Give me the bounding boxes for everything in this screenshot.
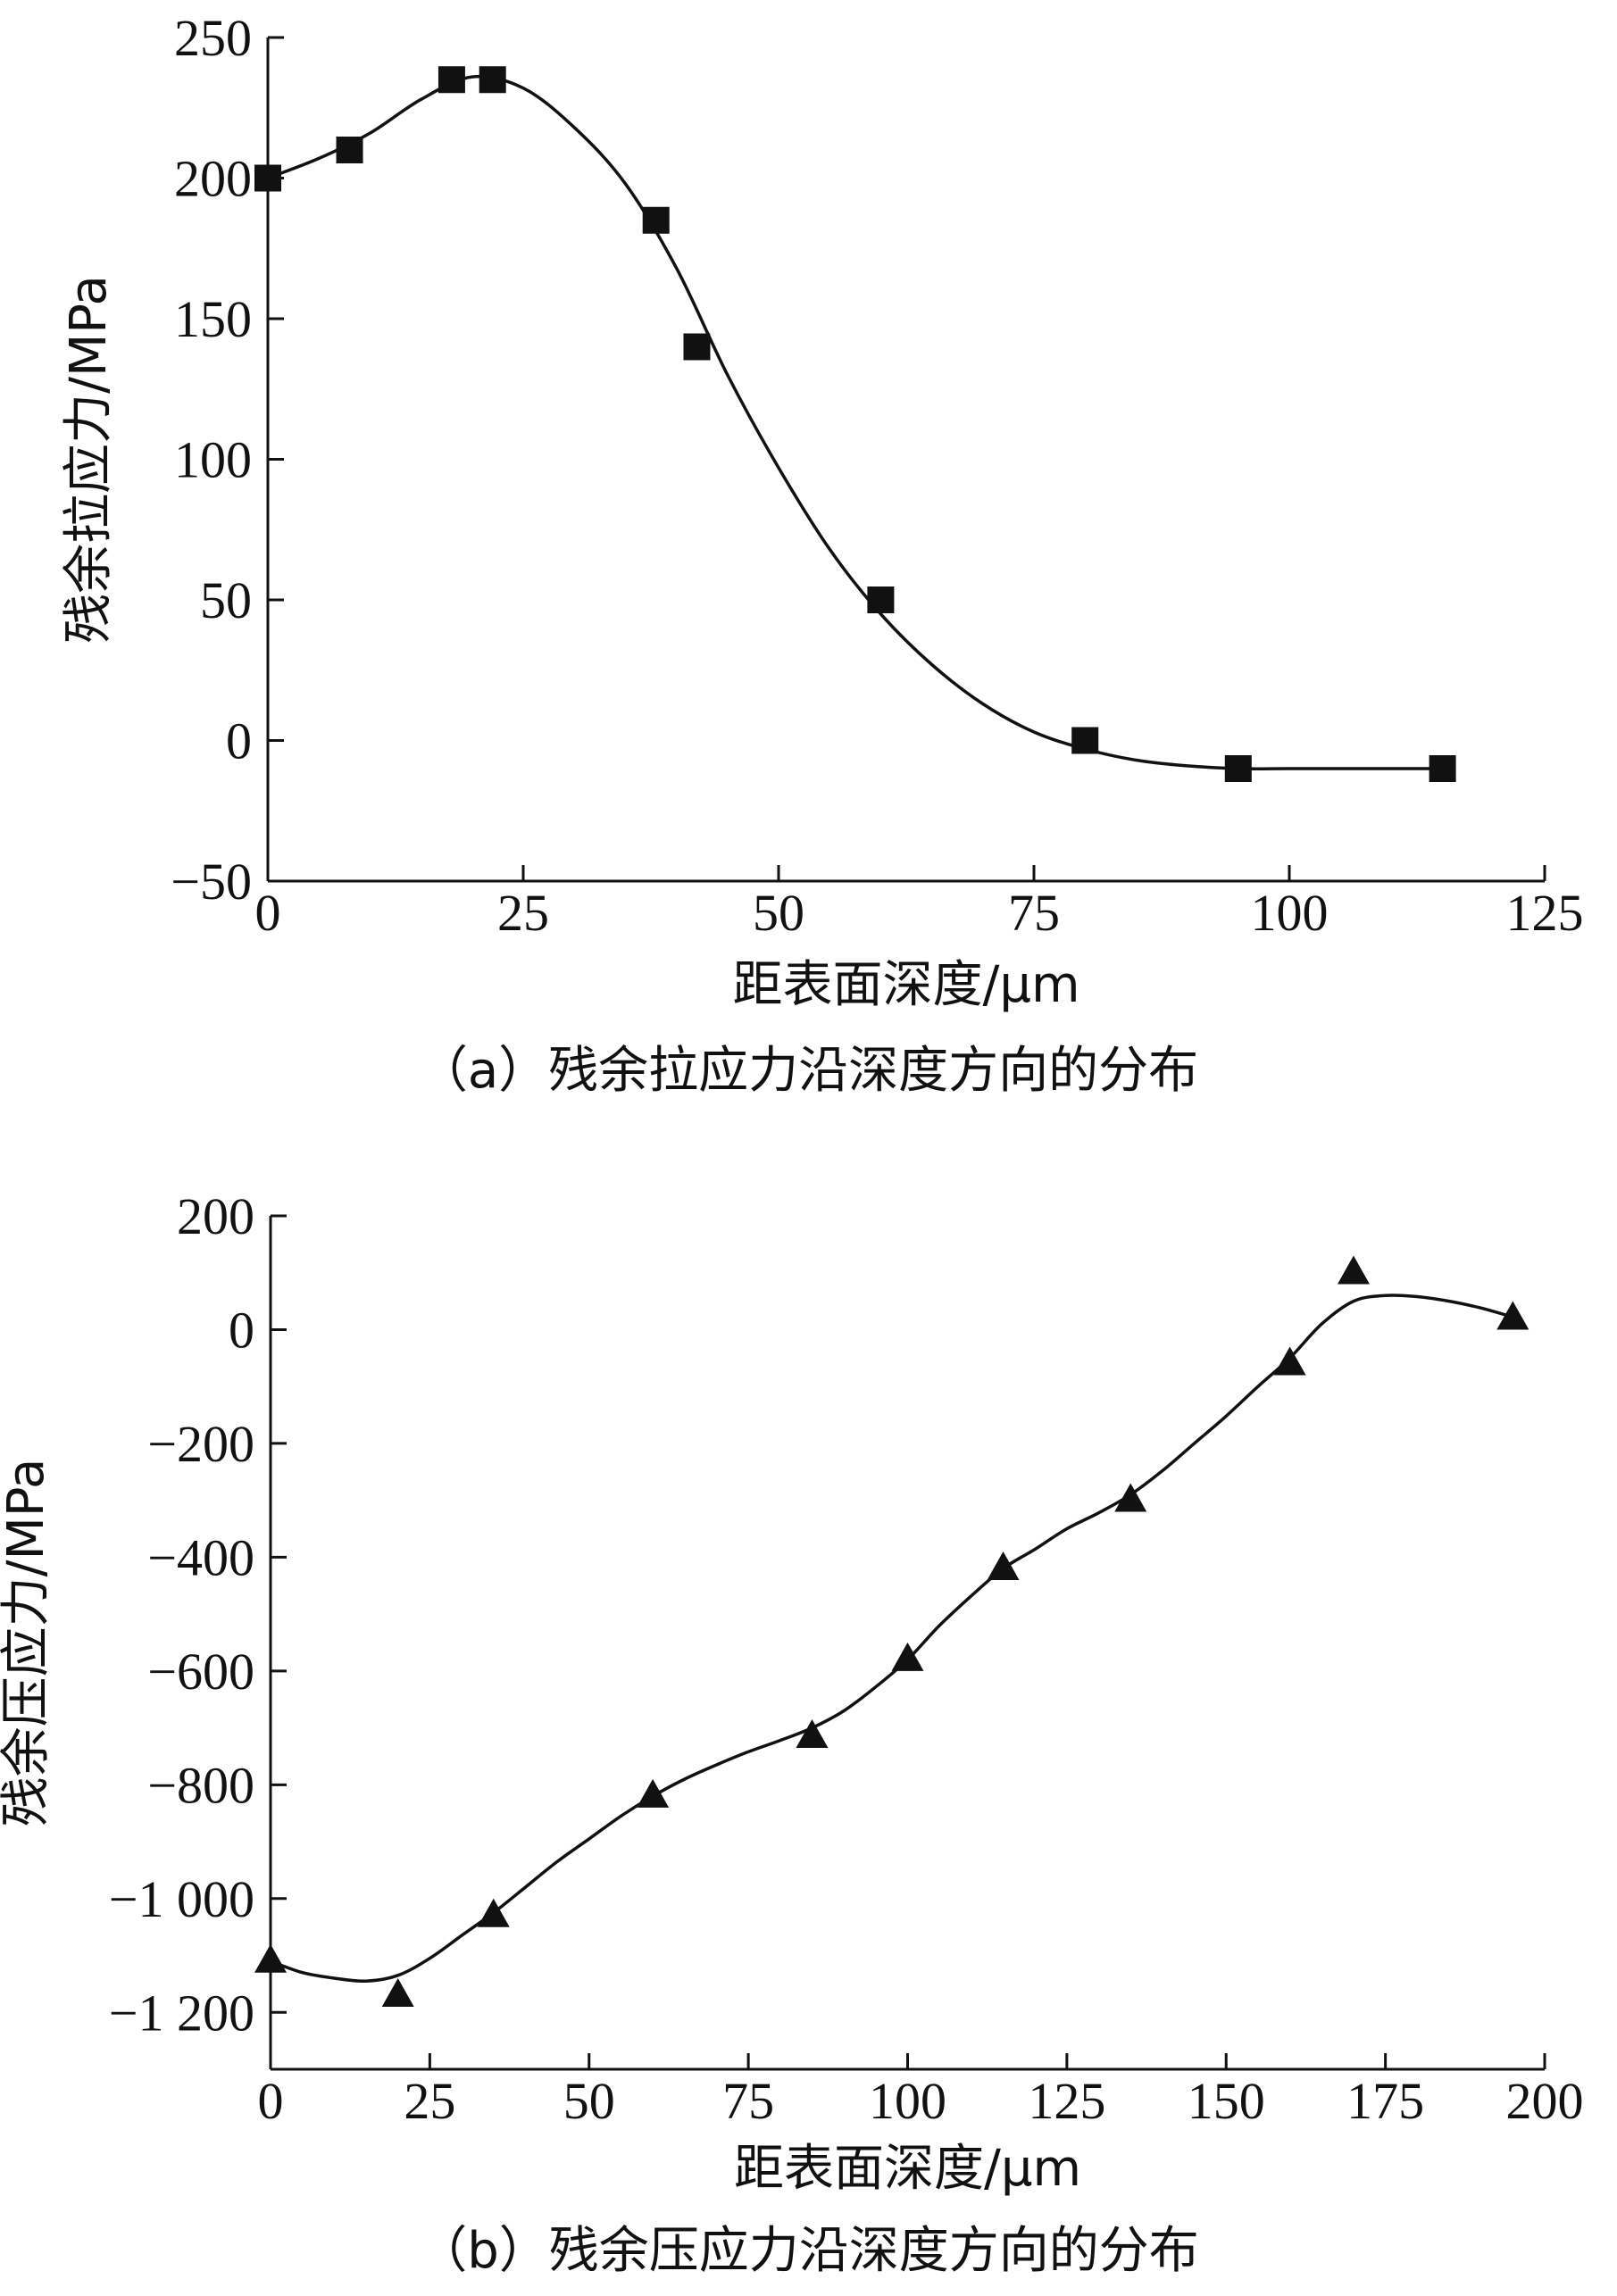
chart-b-x-tick-label: 200 (1506, 2072, 1584, 2130)
chart-a-y-tick-label: 250 (174, 9, 252, 67)
chart-b-y-tick-label: −1 000 (109, 1870, 254, 1928)
chart-a-caption: （a）残余拉应力沿深度方向的分布 (418, 1042, 1198, 1100)
chart-a-y-axis-title: 残余拉应力/MPa (60, 275, 118, 644)
chart-b-data-point (1273, 1346, 1306, 1376)
chart-a-fit-curve (267, 74, 1443, 770)
chart-b-data-point (891, 1642, 924, 1671)
chart-b-fit-curve (270, 1294, 1513, 1984)
chart-b-data-point (1114, 1483, 1147, 1512)
chart-b-y-tick-label: 200 (177, 1187, 254, 1245)
chart-b-y-tick-label: 0 (229, 1301, 254, 1359)
chart-b-x-tick-label: 125 (1028, 2072, 1105, 2130)
chart-a-x-tick-label: 50 (753, 884, 804, 942)
chart-b-y-tick-label: −800 (147, 1756, 254, 1814)
chart-b-data-point (477, 1898, 510, 1927)
chart-a-x-tick-label: 0 (255, 884, 281, 942)
chart-b-data-point (381, 1977, 414, 2007)
chart-b-x-tick-label: 25 (404, 2072, 455, 2130)
chart-b-data-point (254, 1943, 287, 1973)
chart-b-y-axis-title: 残余压应力/MPa (0, 1459, 55, 1827)
chart-a-y-tick-label: −50 (171, 853, 252, 911)
chart-b-x-tick-label: 75 (722, 2072, 774, 2130)
chart-a-y-tick-label: 200 (174, 150, 252, 208)
chart-b-data-point (987, 1551, 1020, 1580)
chart-a-y-tick-label: 50 (200, 571, 252, 629)
chart-b-y-tick-label: −600 (147, 1643, 254, 1701)
chart-a-residual-tensile-stress: 0 25 50 75 100 125−50050100150200250距表面深度/μm残… (60, 9, 1584, 1100)
chart-a-x-tick-label: 100 (1251, 884, 1329, 942)
chart-b-data-point (1496, 1301, 1529, 1330)
chart-a-data-point (1429, 755, 1456, 782)
chart-a-y-tick-label: 0 (226, 712, 252, 770)
chart-a-data-point (254, 164, 281, 192)
chart-b-x-tick-label: 0 (258, 2072, 284, 2130)
chart-a-data-point (336, 137, 363, 163)
chart-a-y-tick-label: 150 (174, 290, 252, 348)
chart-b-data-point (796, 1718, 829, 1748)
chart-b-x-tick-label: 150 (1188, 2072, 1265, 2130)
chart-a-data-point (867, 586, 895, 613)
chart-b-data-point (1337, 1255, 1370, 1285)
chart-a-data-point (683, 333, 711, 361)
chart-a-data-point (1071, 727, 1099, 754)
chart-b-x-tick-label: 175 (1346, 2072, 1424, 2130)
chart-a-x-tick-label: 25 (497, 884, 549, 942)
chart-a-x-tick-label: 125 (1506, 884, 1584, 942)
chart-b-x-axis-title: 距表面深度/μm (734, 2140, 1081, 2198)
chart-b-x-tick-label: 50 (563, 2072, 615, 2130)
chart-b-y-tick-label: −200 (147, 1415, 254, 1473)
chart-a-data-point (479, 66, 506, 94)
chart-a-x-tick-label: 75 (1008, 884, 1060, 942)
chart-b-residual-compressive-stress: 0 25 50 75 100 125 150 175 200 −1 200 −1 000 −800 −6… (0, 1187, 1584, 2280)
chart-a-data-point (438, 66, 465, 94)
chart-a-data-point (1224, 755, 1252, 782)
chart-b-caption: （b）残余压应力沿深度方向的分布 (417, 2222, 1199, 2280)
chart-b-y-tick-label: −400 (147, 1528, 254, 1586)
chart-a-x-axis-title: 距表面深度/μm (732, 956, 1079, 1014)
chart-b-data-point (637, 1778, 670, 1808)
chart-a-data-point (642, 206, 670, 234)
chart-b-x-tick-label: 100 (869, 2072, 946, 2130)
chart-b-y-tick-label: −1 200 (109, 1984, 254, 2042)
chart-a-y-tick-label: 100 (174, 431, 252, 489)
